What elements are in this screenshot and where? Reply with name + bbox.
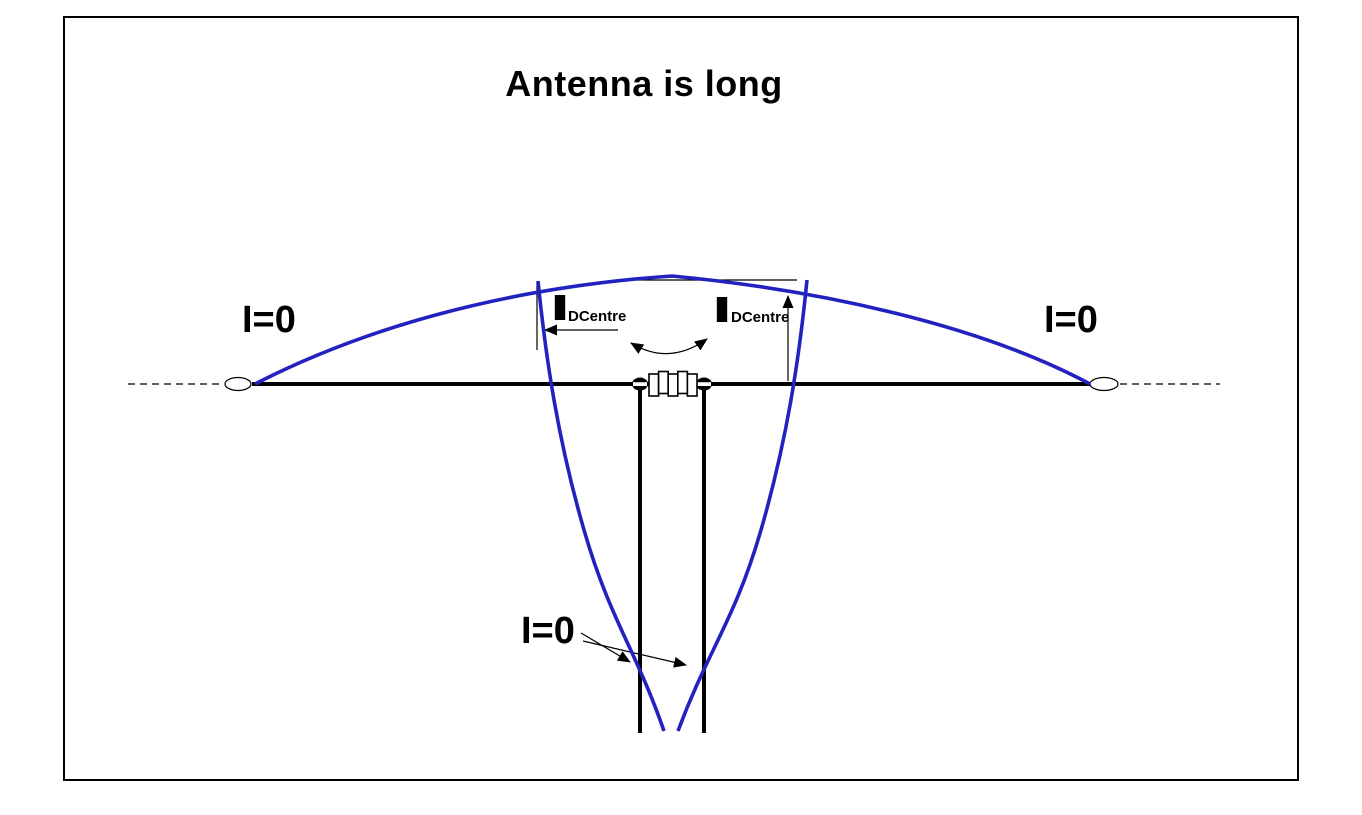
loading-coil — [648, 370, 698, 397]
dcentre-subscript-left: DCentre — [568, 308, 627, 325]
left-end-insulator — [224, 376, 252, 392]
label-current-zero-feeder: I=0 — [521, 610, 575, 652]
right-end-insulator — [1089, 376, 1119, 392]
null-pointer-arrow-left — [580, 632, 631, 663]
feedpoint-connector-left — [632, 377, 648, 391]
phase-double-arrow — [630, 338, 708, 355]
label-dcentre-right: I DCentre — [712, 292, 789, 328]
null-pointer-arrow-right — [582, 640, 687, 668]
current-curve-feeder-right — [676, 279, 809, 732]
dcentre-subscript-right: DCentre — [731, 309, 790, 326]
diagram-border — [63, 16, 1299, 781]
feedpoint-connector-right — [696, 377, 712, 391]
label-dcentre-left: I DCentre — [550, 290, 626, 326]
current-curve-top — [254, 274, 1091, 386]
current-symbol-right: I — [712, 289, 733, 330]
diagram-title: Antenna is long — [505, 63, 783, 104]
current-curve-feeder-left — [536, 280, 666, 732]
label-current-zero-right: I=0 — [1044, 299, 1098, 341]
label-current-zero-left: I=0 — [242, 299, 296, 341]
current-symbol-left: I — [550, 287, 571, 328]
